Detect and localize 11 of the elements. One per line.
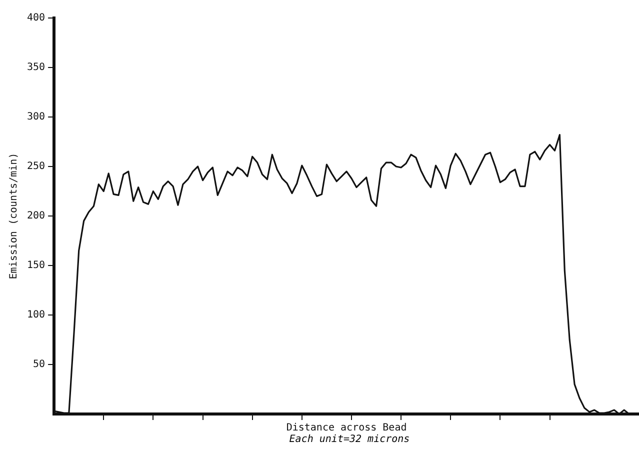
y-tick-label: 50	[33, 359, 46, 370]
text: Each unit=32 microns	[288, 434, 411, 446]
x-axis-title: Distance across Bead	[286, 422, 407, 434]
y-tick-label: 100	[27, 310, 46, 321]
y-axis-title: Emission (counts/min)	[8, 152, 20, 280]
y-tick-label: 250	[27, 161, 46, 172]
y-tick-label: 300	[27, 112, 46, 123]
y-tick-label: 200	[27, 210, 46, 222]
y-tick-label: 350	[27, 62, 46, 74]
y-tick-label: 400	[27, 12, 46, 24]
y-tick-label: 150	[27, 260, 46, 272]
